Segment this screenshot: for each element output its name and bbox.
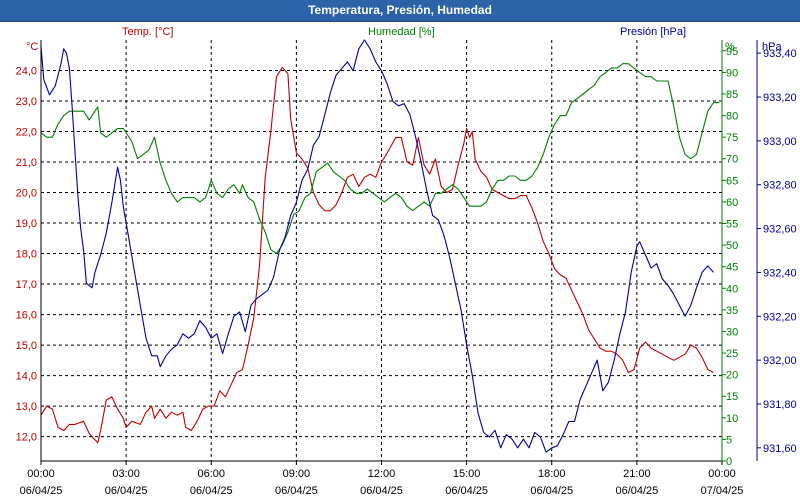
pressure-axis-title: Presión [hPa] (620, 26, 686, 38)
humidity-tick-label: 15 (726, 391, 738, 403)
humidity-line (40, 63, 720, 255)
chart-title: Temperatura, Presión, Humedad (308, 3, 492, 17)
temp-tick-label: 13,0 (16, 401, 37, 413)
humidity-axis-title: Humedad [%] (368, 26, 435, 38)
humidity-tick-label: 20 (726, 370, 738, 382)
humidity-tick-label: 60 (726, 197, 738, 209)
temp-tick-label: 20,0 (16, 188, 37, 200)
humidity-tick-label: 90 (726, 67, 738, 79)
x-tick-time: 00:00 (27, 468, 55, 480)
humidity-axis-unit: % (725, 41, 735, 53)
humidity-tick-label: 35 (726, 305, 738, 317)
humidity-tick-label: 25 (726, 348, 738, 360)
pressure-tick-label: 932,00 (763, 355, 797, 367)
chart-series (40, 39, 720, 453)
temp-tick-label: 21,0 (16, 157, 37, 169)
x-tick-date: 07/04/25 (701, 485, 744, 497)
x-tick-time: 03:00 (112, 468, 140, 480)
x-tick-date: 06/04/25 (615, 485, 658, 497)
humidity-tick-label: 65 (726, 175, 738, 187)
chart-canvas: °C Temp. [°C] Humedad [%] Presión [hPa] … (16, 26, 797, 497)
pressure-tick-label: 931,60 (763, 443, 797, 455)
temp-tick-label: 15,0 (16, 340, 37, 352)
x-tick-date: 06/04/25 (360, 485, 403, 497)
pressure-line (40, 39, 714, 453)
temperature-line (40, 66, 714, 444)
pressure-tick-label: 933,00 (763, 136, 797, 148)
chart-grid (41, 40, 722, 461)
x-tick-time: 12:00 (368, 468, 396, 480)
humidity-tick-label: 5 (726, 434, 732, 446)
pressure-tick-label: 932,20 (763, 311, 797, 323)
humidity-tick-label: 0 (726, 456, 732, 468)
temp-tick-label: 23,0 (16, 96, 37, 108)
axis-labels: °C Temp. [°C] Humedad [%] Presión [hPa] … (26, 26, 782, 53)
x-tick-time: 15:00 (453, 468, 481, 480)
humidity-tick-label: 95 (726, 46, 738, 58)
pressure-tick-label: 932,80 (763, 180, 797, 192)
humidity-tick-label: 75 (726, 132, 738, 144)
humidity-tick-label: 80 (726, 111, 738, 123)
humidity-tick-label: 40 (726, 283, 738, 295)
x-tick-time: 00:00 (708, 468, 736, 480)
temp-tick-label: 16,0 (16, 310, 37, 322)
pressure-tick-label: 932,40 (763, 267, 797, 279)
humidity-tick-label: 45 (726, 262, 738, 274)
x-tick-time: 18:00 (538, 468, 566, 480)
temp-tick-label: 19,0 (16, 218, 37, 230)
x-tick-time: 21:00 (623, 468, 651, 480)
pressure-tick-label: 932,60 (763, 224, 797, 236)
temp-tick-label: 22,0 (16, 127, 37, 139)
temp-tick-label: 14,0 (16, 371, 37, 383)
humidity-tick-label: 85 (726, 89, 738, 101)
humidity-tick-label: 10 (726, 413, 738, 425)
x-tick-date: 06/04/25 (20, 485, 63, 497)
pressure-tick-label: 933,40 (763, 48, 797, 60)
temp-tick-label: 12,0 (16, 432, 37, 444)
temp-tick-label: 18,0 (16, 249, 37, 261)
x-tick-date: 06/04/25 (105, 485, 148, 497)
axis-ticks: 12,0 13,0 14,0 15,0 16,0 17,0 18,0 19,0 20,0 21,0… (16, 40, 797, 497)
window-titlebar: Temperatura, Presión, Humedad (0, 0, 800, 22)
humidity-tick-label: 50 (726, 240, 738, 252)
x-tick-time: 09:00 (283, 468, 311, 480)
pressure-tick-label: 931,80 (763, 399, 797, 411)
humidity-tick-label: 55 (726, 219, 738, 231)
x-tick-date: 06/04/25 (190, 485, 233, 497)
humidity-tick-label: 70 (726, 154, 738, 166)
x-tick-date: 06/04/25 (530, 485, 573, 497)
temp-tick-label: 24,0 (16, 66, 37, 78)
humidity-tick-label: 30 (726, 326, 738, 338)
pressure-tick-label: 933,20 (763, 92, 797, 104)
x-tick-date: 06/04/25 (275, 485, 318, 497)
temp-tick-label: 17,0 (16, 279, 37, 291)
temp-axis-unit: °C (26, 41, 38, 53)
temp-axis-title: Temp. [°C] (122, 26, 173, 38)
pressure-axis-unit: hPa (762, 41, 782, 53)
x-tick-time: 06:00 (197, 468, 225, 480)
x-tick-date: 06/04/25 (445, 485, 488, 497)
